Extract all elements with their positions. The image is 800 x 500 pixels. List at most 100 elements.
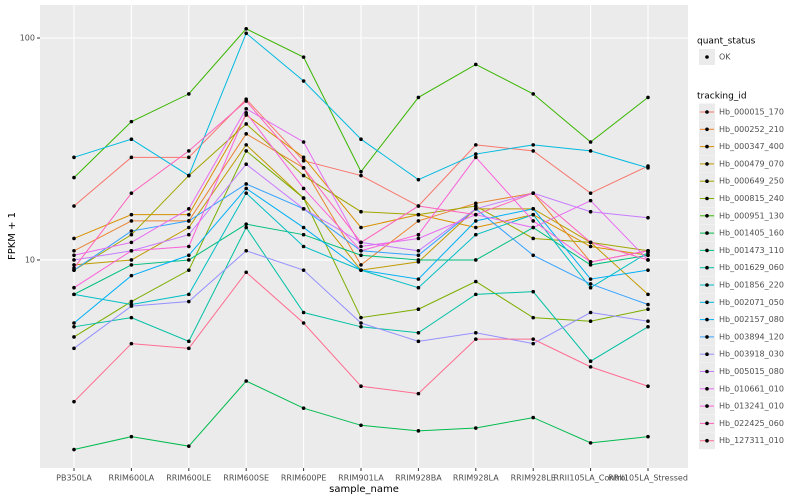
- data-point: [72, 346, 76, 351]
- data-point: [244, 106, 248, 111]
- data-point: [588, 285, 593, 290]
- legend-point: [705, 248, 709, 253]
- data-point: [531, 225, 535, 230]
- data-point: [588, 140, 593, 144]
- data-point: [588, 244, 593, 249]
- data-point: [129, 258, 134, 262]
- legend-point: [705, 369, 709, 374]
- data-point: [301, 225, 306, 230]
- legend-point: [705, 144, 709, 149]
- data-point: [531, 315, 535, 320]
- data-point: [301, 186, 306, 191]
- data-point: [588, 359, 593, 363]
- data-point: [301, 166, 306, 170]
- data-point: [301, 310, 306, 315]
- data-point: [129, 155, 134, 160]
- data-point: [187, 299, 191, 304]
- data-point: [588, 260, 593, 264]
- points: [72, 26, 650, 452]
- legend-label: Hb_000649_250: [719, 177, 784, 186]
- data-point: [72, 285, 76, 290]
- x-tick-label: PB350LA: [56, 474, 92, 483]
- data-point: [531, 207, 535, 211]
- data-point: [359, 173, 363, 178]
- data-point: [474, 258, 478, 262]
- data-point: [416, 253, 421, 258]
- data-point: [588, 240, 593, 245]
- data-point: [416, 307, 421, 312]
- legend-point: [705, 352, 709, 357]
- x-tick-label: RRIM928LA: [453, 474, 499, 483]
- data-point: [244, 191, 248, 195]
- data-point: [72, 399, 76, 404]
- data-point: [646, 302, 650, 307]
- data-point: [72, 266, 76, 270]
- data-point: [187, 225, 191, 230]
- data-point: [531, 341, 535, 346]
- x-tick-label: RRIM600LE: [166, 474, 211, 483]
- data-point: [474, 337, 478, 341]
- data-point: [359, 240, 363, 245]
- data-point: [187, 444, 191, 448]
- data-point: [72, 236, 76, 241]
- data-point: [416, 236, 421, 241]
- data-point: [72, 263, 76, 267]
- data-point: [531, 92, 535, 96]
- data-point: [416, 285, 421, 290]
- data-point: [474, 292, 478, 297]
- data-point: [129, 229, 134, 233]
- data-point: [244, 186, 248, 191]
- data-point: [416, 391, 421, 396]
- data-point: [416, 232, 421, 237]
- data-point: [301, 232, 306, 237]
- data-point: [416, 219, 421, 223]
- data-point: [129, 191, 134, 195]
- data-point: [474, 62, 478, 67]
- legend-label: Hb_001629_060: [719, 263, 784, 272]
- legend-label: Hb_002071_050: [719, 298, 784, 307]
- data-point: [646, 258, 650, 262]
- data-point: [72, 204, 76, 208]
- legend-label: Hb_010661_010: [719, 384, 784, 393]
- data-point: [187, 149, 191, 153]
- data-point: [187, 253, 191, 258]
- data-point: [588, 282, 593, 286]
- y-axis-title: FPKM + 1: [7, 212, 18, 260]
- data-point: [129, 119, 134, 124]
- data-point: [129, 212, 134, 217]
- data-point: [129, 315, 134, 320]
- data-point: [359, 384, 363, 389]
- legend-label: Hb_001473_110: [719, 246, 784, 255]
- data-point: [301, 173, 306, 178]
- data-point: [301, 140, 306, 144]
- data-point: [531, 253, 535, 258]
- data-point: [359, 169, 363, 174]
- data-point: [244, 222, 248, 226]
- legend-label: Hb_000015_170: [719, 108, 784, 117]
- x-tick-label: RRIM600SE: [223, 474, 269, 483]
- data-point: [531, 191, 535, 195]
- axes: 10 100 PB350LA RRIM600LA RRIM600LE RRIM600SE R…: [20, 33, 688, 482]
- data-point: [588, 263, 593, 267]
- data-point: [416, 339, 421, 344]
- data-point: [187, 346, 191, 351]
- data-point: [129, 240, 134, 245]
- data-point: [129, 299, 134, 304]
- data-point: [416, 212, 421, 217]
- data-point: [588, 319, 593, 323]
- data-point: [474, 219, 478, 223]
- data-point: [244, 149, 248, 153]
- x-tick-label: RRIM901LA: [338, 474, 384, 483]
- data-point: [474, 207, 478, 211]
- legend-point: [705, 317, 709, 322]
- legend-label: Hb_003894_120: [719, 332, 784, 341]
- data-point: [129, 263, 134, 267]
- data-point: [72, 248, 76, 253]
- legend-point: [705, 55, 709, 59]
- data-point: [301, 268, 306, 272]
- y-tick-label: 10: [25, 255, 35, 264]
- legend-point: [705, 110, 709, 114]
- legend-label: Hb_002157_080: [719, 315, 784, 324]
- data-point: [416, 248, 421, 253]
